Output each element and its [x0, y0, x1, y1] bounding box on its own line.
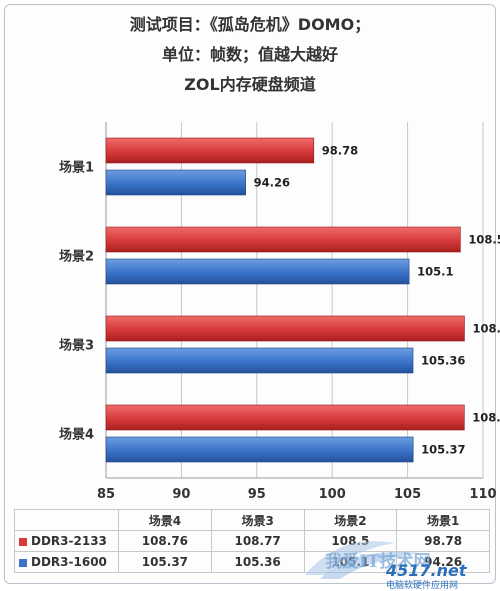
bars — [105, 137, 465, 463]
legend-swatch-blue — [19, 558, 27, 567]
bar-ddr3-2133 — [105, 315, 465, 342]
data-label: 105.36 — [421, 354, 465, 368]
x-tick-label: 95 — [248, 487, 266, 502]
data-label: 108.77 — [472, 322, 500, 336]
bar-ddr3-1600 — [105, 169, 246, 196]
bar-ddr3-1600 — [105, 436, 414, 463]
bar-ddr3-2133 — [105, 137, 315, 164]
table-cell: 105.37 — [118, 551, 212, 573]
watermark-logo: 我爱IT技术网 4517.net 电脑软硬件应用网 — [300, 535, 490, 591]
table-cell: 94.26 — [396, 551, 490, 573]
watermark-text: 我爱IT技术网 — [325, 552, 431, 572]
watermark-subtitle: 电脑软硬件应用网 — [386, 581, 459, 591]
bar-ddr3-1600 — [105, 258, 410, 285]
table-header-row: 场景4 场景3 场景2 场景1 — [14, 509, 490, 531]
table-cell: 108.77 — [210, 530, 305, 552]
table-cell: 105.36 — [210, 551, 305, 573]
data-label: 98.78 — [322, 144, 358, 158]
table-corner — [14, 509, 119, 531]
category-label: 场景2 — [59, 250, 94, 265]
x-tick-label: 90 — [172, 487, 190, 502]
bar-ddr3-1600 — [105, 347, 414, 374]
watermark-wing-icon — [305, 541, 420, 579]
table-header: 场景4 — [118, 509, 212, 531]
bar-ddr3-2133 — [105, 404, 465, 431]
legend-label: DDR3-2133 — [31, 534, 107, 548]
category-label: 场景3 — [59, 339, 94, 354]
chart-frame — [4, 4, 496, 584]
labels: 85 90 95 100 105 110 场景1 98.78 94.26 场景2 108.5 105.… — [59, 144, 500, 503]
legend-entry: DDR3-1600 — [14, 551, 119, 573]
legend-label: DDR3-1600 — [31, 555, 107, 569]
x-tick-label: 85 — [97, 487, 115, 502]
chart-title: 测试项目：《孤岛危机》DOMO； 单位：帧数；值越大越好 ZOL内存硬盘频道 — [0, 10, 500, 100]
data-label: 108.76 — [472, 411, 500, 425]
title-line-1: 测试项目：《孤岛危机》DOMO； — [129, 15, 371, 34]
table-header: 场景2 — [303, 509, 398, 531]
bar-ddr3-2133 — [105, 226, 461, 253]
category-label: 场景4 — [59, 428, 94, 443]
category-label: 场景1 — [59, 161, 94, 176]
watermark-brand: 4517.net — [386, 561, 467, 580]
x-tick-label: 100 — [319, 487, 346, 502]
data-label: 94.26 — [254, 176, 290, 190]
x-tick-label: 105 — [394, 487, 421, 502]
x-tick-label: 110 — [469, 487, 496, 502]
title-line-2: 单位：帧数；值越大越好 — [161, 45, 338, 64]
table-header: 场景3 — [210, 509, 305, 531]
legend-swatch-red — [19, 537, 27, 546]
data-label: 105.37 — [421, 443, 465, 457]
table-cell: 108.76 — [118, 530, 212, 552]
title-line-3: ZOL内存硬盘频道 — [184, 75, 316, 94]
data-label: 108.5 — [468, 233, 500, 247]
data-label: 105.1 — [417, 265, 453, 279]
table-header: 场景1 — [396, 509, 490, 531]
legend-entry: DDR3-2133 — [14, 530, 119, 552]
